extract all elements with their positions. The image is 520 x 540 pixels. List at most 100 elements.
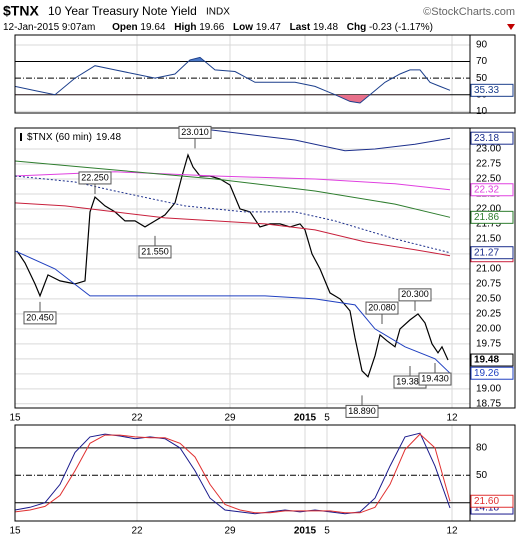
annotation-box — [78, 171, 112, 185]
value: (-1.17%) — [395, 22, 433, 33]
label: Chg — [347, 22, 366, 33]
x-tick-label: 15 — [9, 413, 21, 424]
y-tick-label: 22.75 — [476, 159, 501, 170]
x-tick-label: 12 — [446, 526, 458, 537]
y-tick-label: 20.75 — [476, 279, 501, 290]
y-tick-label: 20.00 — [476, 323, 501, 334]
annotation-label: 21.550 — [141, 246, 169, 256]
panel — [15, 128, 470, 408]
value-tag-label: 21.27 — [474, 247, 499, 258]
value: 19.64 — [140, 22, 165, 33]
value-tag-label: 14.18 — [474, 503, 499, 514]
x-tick-label: 22 — [131, 526, 143, 537]
value: -0.23 — [369, 22, 392, 33]
series-line — [15, 250, 451, 374]
annotation-box — [345, 404, 379, 418]
value-tag-label: 35.33 — [474, 85, 499, 96]
security-name: 10 Year Treasury Note Yield — [48, 4, 197, 18]
panel-background — [15, 128, 470, 408]
x-tick-label: 29 — [224, 526, 236, 537]
value-tag — [470, 246, 514, 260]
panel-background — [15, 425, 470, 521]
value-tag-label: 21.60 — [474, 496, 499, 507]
y-tick-label: 22.00 — [476, 204, 501, 215]
value: 19.66 — [199, 22, 224, 33]
y-tick-label: 90 — [476, 40, 488, 51]
y-tick-label: 19.00 — [476, 383, 501, 394]
x-tick-label: 22 — [131, 413, 143, 424]
annotation-box — [418, 372, 452, 386]
x-tick-label: 15 — [9, 526, 21, 537]
y-tick-label: 20.50 — [476, 294, 501, 305]
annotation-label: 22.250 — [81, 172, 109, 182]
quote-line: 12-Jan-2015 9:07am Open 19.64 High 19.66… — [3, 22, 433, 33]
y-tick-label: 70 — [476, 56, 488, 67]
annotation-label: 20.300 — [401, 289, 429, 299]
y-tick-label: 23.00 — [476, 144, 501, 155]
label-frame — [469, 34, 516, 114]
label: Low — [233, 22, 253, 33]
label: High — [174, 22, 196, 33]
label-frame — [469, 127, 516, 409]
value-tag — [470, 366, 514, 380]
annotation-label: 18.890 — [348, 406, 376, 416]
series-line — [16, 153, 449, 378]
credit: ©StockCharts.com — [423, 6, 515, 18]
x-tick-label: 2015 — [294, 413, 317, 424]
panel-background — [15, 35, 470, 113]
value: 19.48 — [313, 22, 338, 33]
value-tag — [470, 210, 514, 224]
label: Last — [290, 22, 311, 33]
y-tick-label: 20.25 — [476, 309, 501, 320]
value-tag-label: 19.48 — [474, 355, 499, 366]
legend-value: 19.48 — [96, 132, 121, 143]
down-arrow — [507, 24, 515, 30]
x-tick-label: 29 — [224, 413, 236, 424]
value-tag-label: 19.26 — [474, 368, 499, 379]
plot-layer: 907050301035.3323.0022.7522.5022.2522.00… — [9, 34, 516, 537]
value-tag-label: 22.32 — [474, 184, 499, 195]
x-tick-label: 5 — [324, 526, 330, 537]
value-tag-label: 23.18 — [474, 133, 499, 144]
legend: $TNX (60 min) 19.48 — [27, 132, 121, 143]
y-tick-label: 10 — [476, 106, 488, 117]
annotation-box — [138, 245, 172, 259]
annotation-box — [398, 288, 432, 302]
value: 19.47 — [256, 22, 281, 33]
y-tick-label: 22.50 — [476, 174, 501, 185]
date: 12-Jan-2015 9:07am — [3, 22, 95, 33]
panel — [15, 425, 470, 521]
annotation-box — [23, 311, 57, 325]
x-tick-label: 2015 — [294, 526, 317, 537]
series-line — [15, 202, 451, 257]
x-tick-label: 12 — [446, 413, 458, 424]
value-tag — [470, 83, 514, 97]
legend-name: $TNX (60 min) — [27, 132, 92, 143]
series-line — [15, 56, 451, 104]
value-tag — [470, 494, 514, 508]
value-tag-label: 21.86 — [474, 212, 499, 223]
y-tick-label: 50 — [476, 73, 488, 84]
annotation-label: 20.080 — [368, 302, 396, 312]
y-tick-label: 21.00 — [476, 264, 501, 275]
value-tag — [470, 353, 514, 367]
y-tick-label: 18.75 — [476, 398, 501, 409]
series-line — [15, 432, 451, 515]
series-line — [15, 175, 451, 254]
series-line — [194, 128, 451, 152]
annotation-label: 23.010 — [181, 127, 209, 137]
series-line — [15, 160, 451, 218]
symbol: $TNX — [3, 3, 39, 19]
value-tag — [470, 131, 514, 145]
annotation-box — [178, 125, 212, 139]
y-tick-label: 80 — [476, 442, 488, 453]
exchange: INDX — [206, 7, 230, 18]
x-tick-label: 5 — [324, 413, 330, 424]
label: Open — [112, 22, 138, 33]
y-tick-label: 21.75 — [476, 219, 501, 230]
y-tick-label: 19.75 — [476, 338, 501, 349]
y-tick-label: 50 — [476, 470, 488, 481]
band-fill — [15, 94, 450, 104]
legend-icon — [20, 133, 22, 141]
